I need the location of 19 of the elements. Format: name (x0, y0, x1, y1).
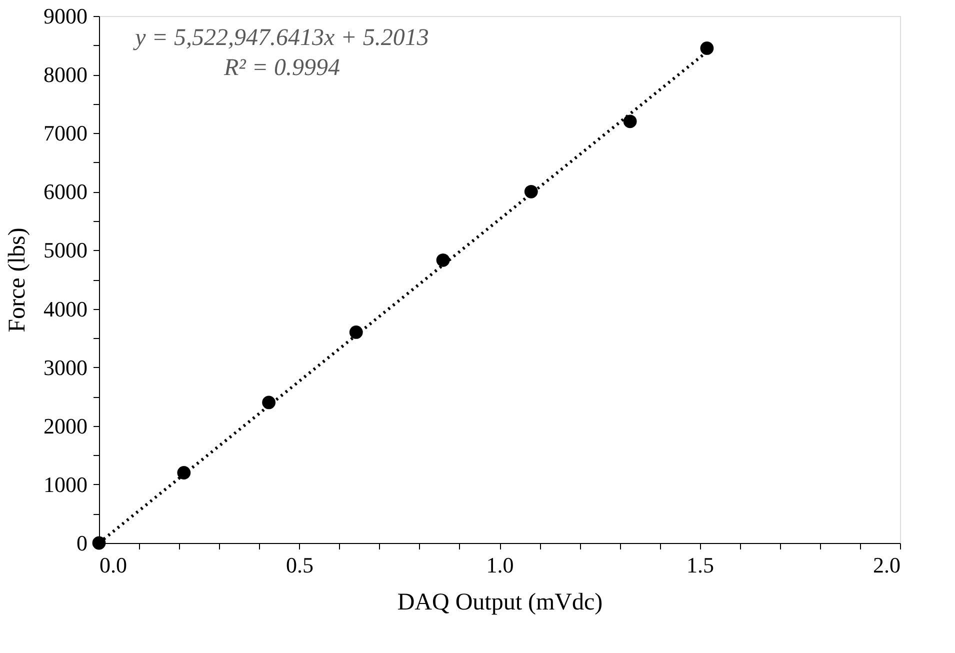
x-axis-title: DAQ Output (mVdc) (397, 590, 603, 616)
y-tick-label: 8000 (44, 62, 88, 88)
annotation: y = 5,522,947.6413x + 5.2013 (133, 25, 429, 51)
y-tick-label: 5000 (44, 238, 88, 263)
y-tick-label: 2000 (44, 413, 88, 438)
y-tick-label: 4000 (44, 296, 88, 322)
x-tick-label: 0.0 (100, 552, 127, 578)
y-tick-label: 3000 (44, 354, 88, 380)
y-tick-label: 6000 (44, 179, 88, 204)
y-axis-title: Force (lbs) (4, 228, 30, 332)
y-tick-label: 1000 (44, 472, 88, 497)
x-tick-label: 0.5 (286, 552, 314, 578)
x-tick-label: 1.0 (486, 552, 514, 578)
y-tick-label: 7000 (44, 120, 88, 146)
x-tick-label: 2.0 (873, 552, 900, 578)
y-tick-label: 9000 (44, 4, 88, 28)
x-tick-label: 1.5 (686, 552, 714, 578)
annotation: R² = 0.9994 (222, 55, 340, 81)
y-tick-label: 0 (76, 530, 88, 556)
